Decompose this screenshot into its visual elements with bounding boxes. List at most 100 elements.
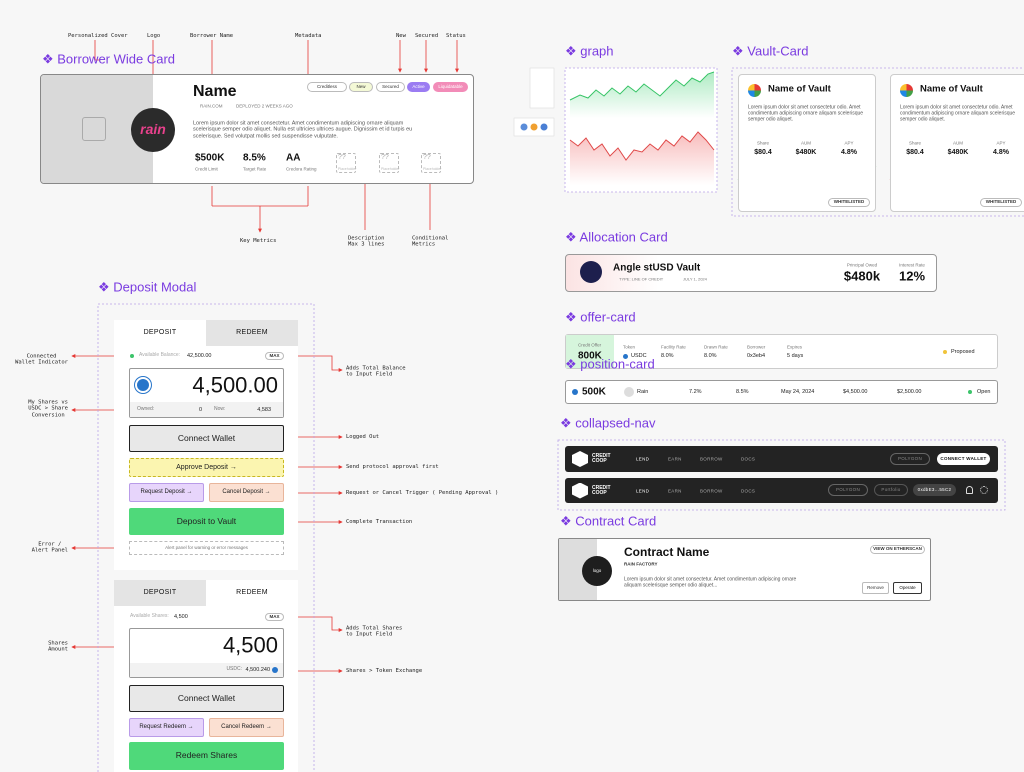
position-amount: 500K [582,386,606,398]
network-select[interactable]: POLYGON [890,453,930,465]
vault-metric-value: $480K [795,148,817,156]
cover-icon [82,117,106,141]
vault-description: Lorem ipsum dolor sit amet consectetur o… [748,104,864,122]
section-title: ❖ Allocation Card [565,229,668,245]
placeholder-box [336,153,356,173]
request-redeem[interactable]: Request Redeem → [129,718,204,737]
badge: Secured [376,82,405,92]
vault-frame [731,67,1024,217]
input-footer [130,402,283,417]
annotation: Request or Cancel Trigger ( Pending Appr… [346,489,499,496]
usdc-label: USDC: [226,666,242,673]
tab[interactable]: DEPOSIT [114,580,206,606]
usdc-dot [572,389,578,395]
section-title: ❖ position-card [565,356,655,372]
annotation: Conditional Metrics [412,235,449,248]
etherscan-link[interactable]: VIEW ON ETHERSCAN [870,545,925,554]
metric-value: AA [286,152,301,164]
nav-brand: CREDIT COOP [592,453,611,464]
allocation-date: JULY 1, 2024 [683,276,707,282]
offer-col-value: 0x3eb4 [747,352,766,359]
offer-status: Proposed [951,348,975,355]
badge: New [349,82,373,92]
tab[interactable]: REDEEM [206,580,298,606]
annotation: Shares Amount [48,640,68,653]
portfolio[interactable]: Portfolio [874,484,908,496]
metric-label: Placeholder [423,166,442,171]
metric-value: ?? [338,153,346,161]
operate-button[interactable]: Operate [893,582,922,594]
graph-area-green [570,72,714,118]
annotation: New [396,32,406,39]
principal-label: Principal Owed [846,262,878,268]
vault-card [890,74,1024,212]
position-value: Rain [637,388,649,395]
allocation-card [565,254,937,292]
annotation: Secured [415,32,439,39]
vault-metric-label: AUM [801,140,811,146]
section-title: ❖ Vault-Card [732,43,809,59]
max[interactable]: MAX [265,613,284,621]
cancel-redeem[interactable]: Cancel Redeem → [209,718,284,737]
request-deposit[interactable]: Request Deposit → [129,483,204,502]
shares-label: Available Shares: [130,613,169,620]
logo: rain [131,108,175,152]
vault-metric-value: $480K [947,148,969,156]
section-title: ❖ graph [565,43,614,59]
amount: 4,500 [222,632,278,658]
max[interactable]: MAX [265,352,284,360]
annotation: Shares > Token Exchange [346,667,423,674]
tab[interactable]: REDEEM [206,320,298,346]
section-title: ❖ collapsed-nav [560,415,656,431]
deposit-to-vault[interactable]: Deposit to Vault [129,508,284,535]
network-select[interactable]: POLYGON [828,484,868,496]
metric-value: ?? [423,153,431,161]
offer-value: 800K [578,350,602,362]
vault-metric-label: Share [908,140,922,146]
annotation: Complete Transaction [346,518,413,525]
allocation-name: Angle stUSD Vault [613,262,701,274]
metric-label: Target Rate [243,166,267,172]
metric-value: 8.5% [243,152,266,164]
vault-metric-label: AUM [953,140,963,146]
alert-panel: Alert panel for warning or error message… [129,541,284,555]
vault-name: Name of Vault [768,83,831,95]
position-card [565,380,998,404]
remove-button[interactable]: Remove [862,582,889,594]
nav-link: BORROW [700,456,723,462]
placeholder-box [379,153,399,173]
allocation-icon [580,261,602,283]
vault-name: Name of Vault [920,83,983,95]
section-title: ❖ Contract Card [560,513,657,529]
offer-card [565,334,998,369]
section-title: ❖ offer-card [565,309,636,325]
connect-wallet[interactable]: Connect Wallet [129,685,284,712]
contract-description: Lorem ipsum dolor sit amet consectetur. … [624,576,797,588]
cancel-deposit[interactable]: Cancel Deposit → [209,483,284,502]
position-value: $4,500.00 [843,388,868,395]
borrower-name: Name [193,82,237,100]
connect-wallet[interactable]: CONNECT WALLET [937,453,990,465]
tab[interactable]: DEPOSIT [114,320,206,346]
usdc-icon [135,377,151,393]
vault-icon [900,84,913,97]
graph-area-red [570,132,714,185]
badge: Active [407,82,430,92]
annotation: Description Max 3 lines [348,235,385,248]
redeem-shares[interactable]: Redeem Shares [129,742,284,770]
vault-metric-label: APY [996,140,1006,146]
wallet-address[interactable]: 0xdbE3...55C2 [913,484,956,496]
metric-value: $500K [195,152,225,164]
usdc-dot [623,354,628,359]
approve-deposit[interactable]: Approve Deposit → [129,458,284,477]
offer-label: Credit Offer [578,342,602,348]
connect-wallet[interactable]: Connect Wallet [129,425,284,452]
annotation: Key Metrics [240,237,277,244]
vault-card [738,74,876,212]
shares-value: 4,500 [174,613,188,620]
vault-metric-label: APY [844,140,854,146]
metric-value: ?? [381,153,389,161]
badge: Liquidatable [433,82,468,92]
annotation: Status [446,32,466,39]
metric-label: Credit Limit [195,166,218,172]
